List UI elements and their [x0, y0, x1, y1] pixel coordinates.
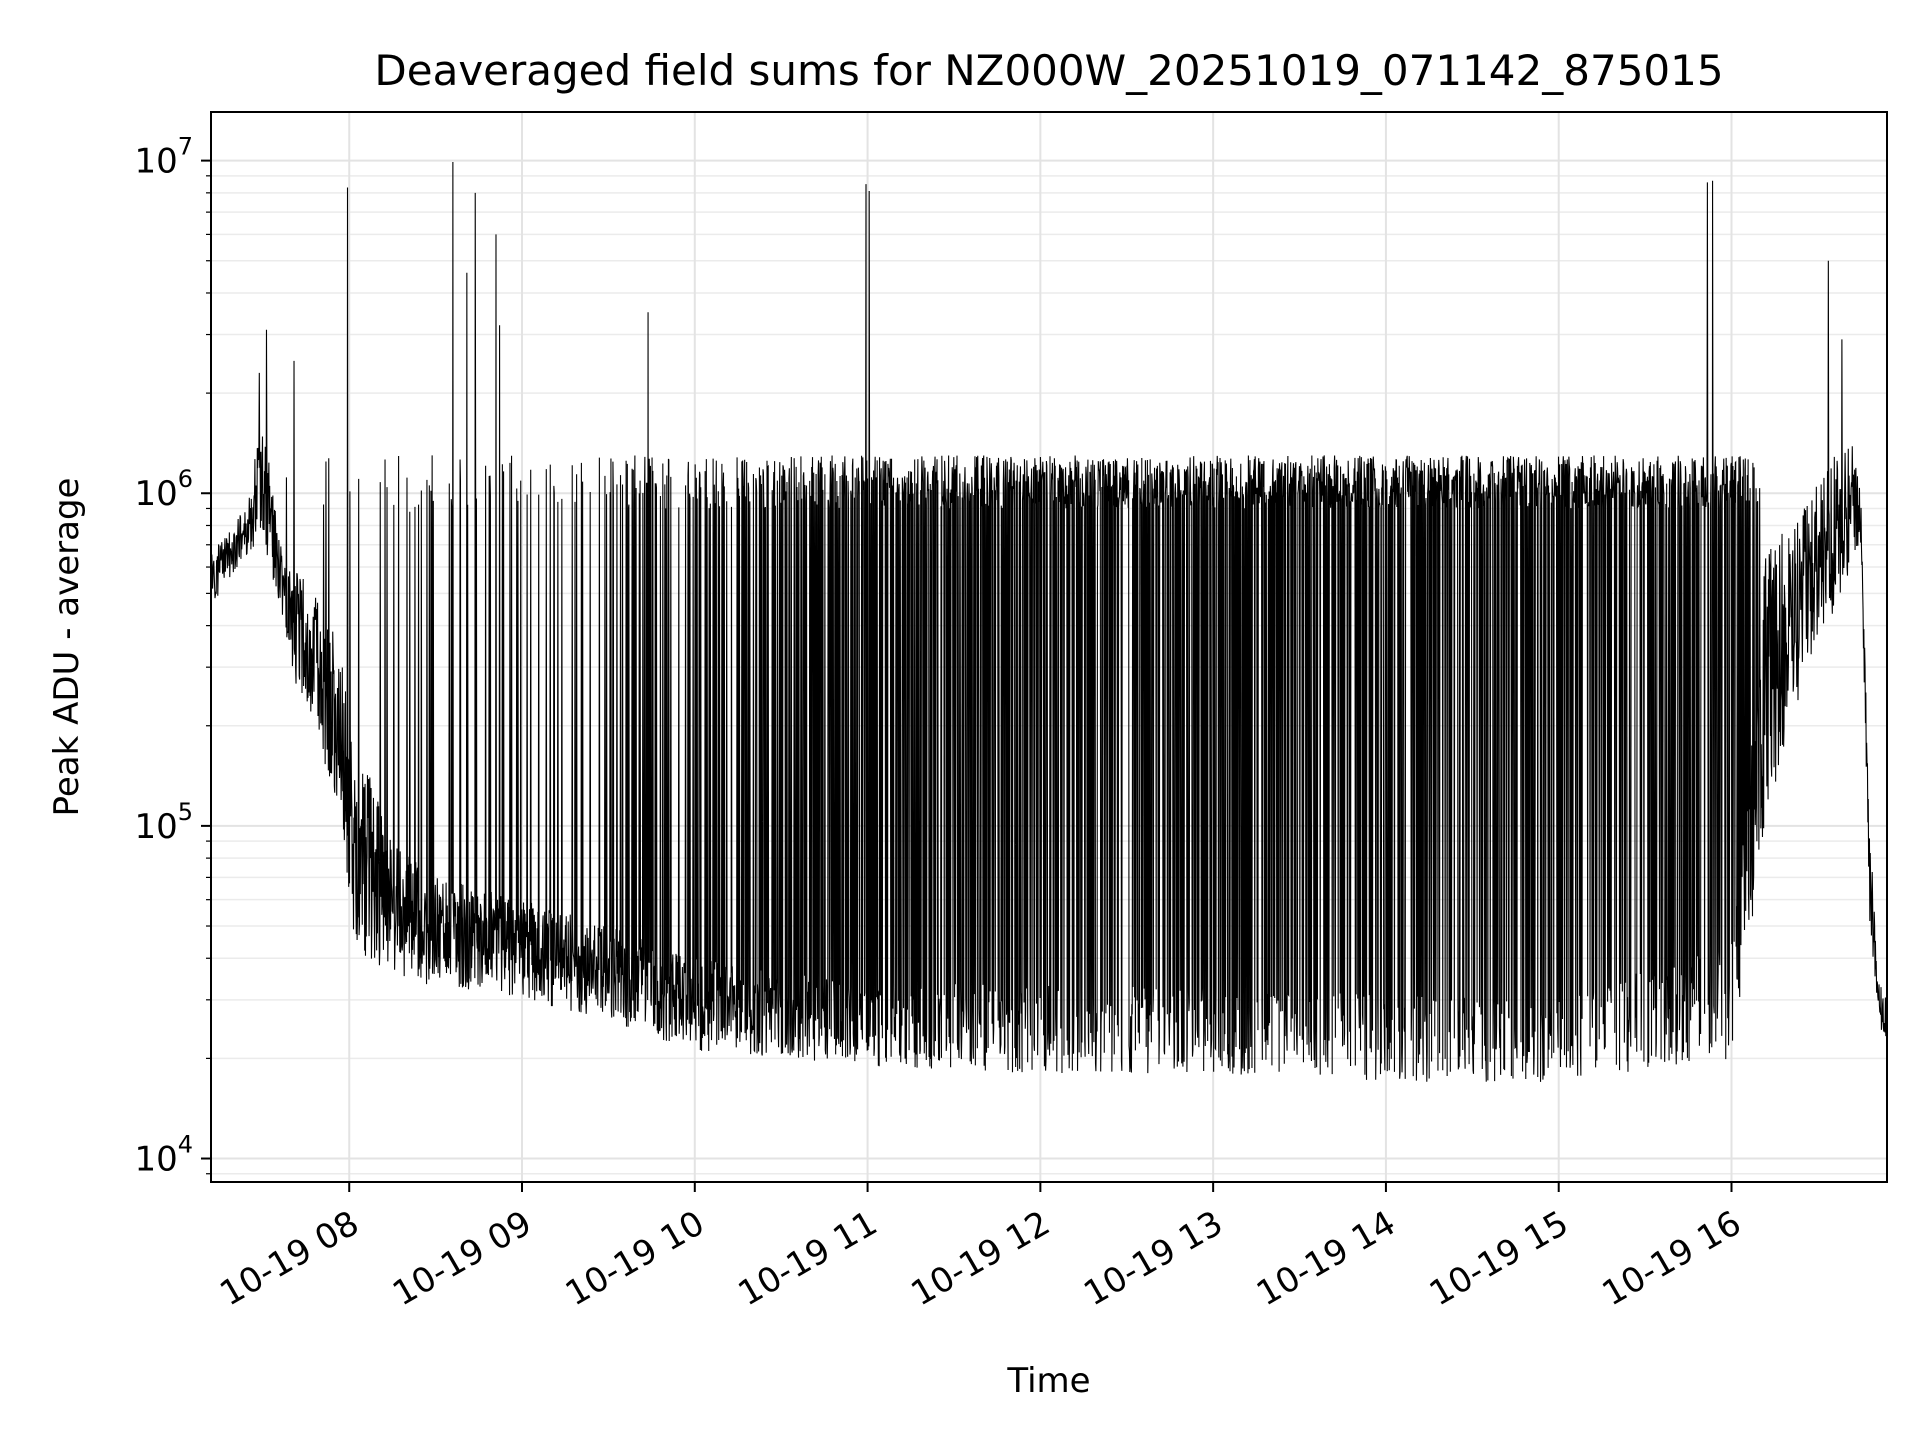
series-layer: [210, 162, 1888, 1082]
y-axis-label: Peak ADU - average: [47, 478, 87, 817]
y-tick-exponent: 6: [178, 465, 193, 493]
y-tick-base: 10: [134, 807, 177, 847]
series-line: [210, 162, 1888, 1082]
y-tick-base: 10: [134, 1140, 177, 1180]
y-tick-base: 10: [134, 142, 177, 182]
plot-frame: [210, 111, 1888, 1183]
x-axis-label: Time: [1006, 1361, 1090, 1401]
y-tick-label: 105: [134, 798, 193, 847]
y-tick-exponent: 5: [178, 798, 193, 826]
y-tick-label: 104: [134, 1131, 193, 1180]
y-tick-exponent: 4: [178, 1131, 193, 1159]
y-tick-label: 106: [134, 465, 193, 514]
chart-title: Deaveraged field sums for NZ000W_2025101…: [374, 46, 1723, 95]
y-tick-label: 107: [134, 133, 193, 182]
y-tick-base: 10: [134, 474, 177, 514]
y-tick-exponent: 7: [178, 133, 193, 161]
